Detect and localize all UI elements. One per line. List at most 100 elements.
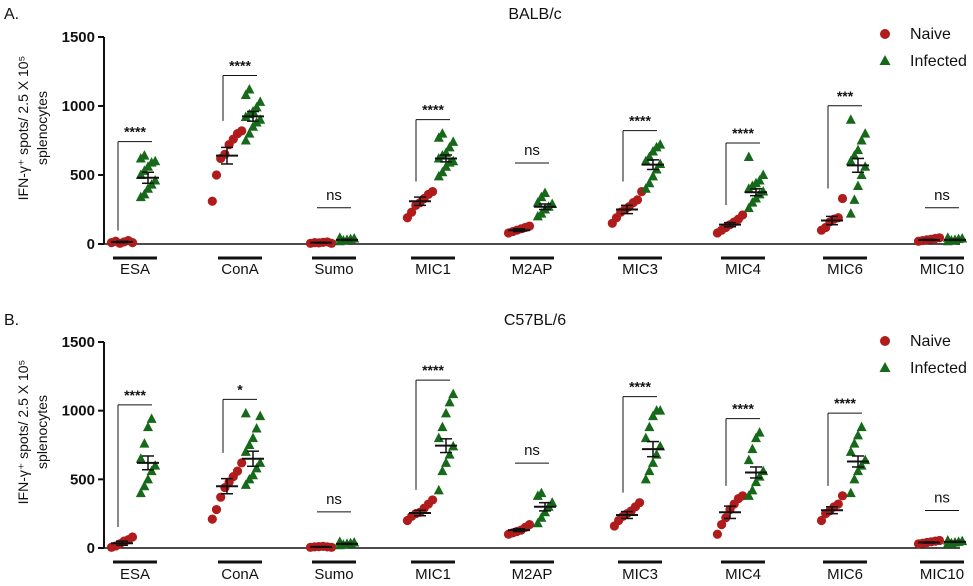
- category-label: MIC3: [622, 566, 658, 583]
- infected-point: [648, 410, 658, 421]
- legend-infected-label-b: Infected: [910, 360, 967, 377]
- significance-label: ****: [834, 395, 856, 411]
- infected-point: [251, 423, 262, 433]
- category-label: MIC6: [827, 566, 863, 583]
- y-tick-label: 500: [70, 471, 95, 488]
- significance-label: *: [237, 381, 243, 397]
- infected-point: [536, 487, 547, 498]
- infected-point: [540, 187, 550, 197]
- infected-point: [444, 449, 455, 459]
- infected-point: [139, 438, 150, 448]
- category-label: Sumo: [314, 261, 353, 278]
- infected-point: [448, 155, 459, 166]
- significance-label: ****: [732, 401, 754, 417]
- naive-point: [211, 504, 222, 515]
- significance-label: ns: [524, 142, 540, 159]
- naive-point: [207, 196, 217, 206]
- significance-label: ns: [326, 491, 342, 508]
- infected-point: [244, 83, 255, 94]
- naive-point: [632, 195, 643, 205]
- infected-point: [255, 457, 266, 467]
- category-label: ESA: [120, 261, 150, 278]
- y-tick-label: 1500: [62, 334, 95, 351]
- naive-point: [712, 529, 723, 539]
- infected-point: [240, 479, 251, 489]
- category-label: ESA: [120, 566, 150, 583]
- infected-point: [240, 446, 251, 456]
- significance-label: ****: [124, 124, 146, 140]
- category-label: MIC1: [415, 261, 451, 278]
- infected-point: [856, 169, 867, 179]
- infected-point: [433, 432, 444, 443]
- category-label: MIC4: [725, 566, 761, 583]
- naive-point: [232, 466, 243, 476]
- naive-point: [220, 149, 230, 159]
- y-axis-label-a-line1: IFN-γ⁺ spots/ 2.5 X 10⁵: [15, 56, 31, 201]
- infected-point: [849, 194, 860, 204]
- infected-point: [853, 144, 863, 155]
- naive-point: [635, 498, 645, 508]
- naive-point: [738, 210, 748, 220]
- infected-point: [248, 432, 258, 443]
- infected-point: [655, 405, 666, 415]
- y-axis-label-b-line2: splenocytes: [34, 395, 50, 469]
- category-label: MIC1: [415, 566, 451, 583]
- naive-point: [934, 535, 945, 546]
- category-label: M2AP: [512, 566, 553, 583]
- infected-point: [860, 128, 871, 138]
- infected-point: [743, 454, 754, 465]
- legend-naive-marker-a: [880, 29, 890, 39]
- panel-title-b: C57BL/6: [504, 312, 566, 329]
- infected-point: [441, 407, 451, 418]
- infected-point: [150, 155, 161, 166]
- legend-infected-marker-a: [879, 55, 891, 65]
- y-tick-label: 0: [87, 236, 95, 253]
- category-label: MIC3: [622, 261, 658, 278]
- infected-point: [849, 473, 860, 484]
- infected-point: [444, 396, 455, 407]
- significance-label: ns: [934, 489, 950, 506]
- infected-point: [743, 490, 754, 500]
- infected-point: [139, 188, 150, 199]
- significance-label: ns: [934, 187, 950, 204]
- y-tick-label: 1500: [62, 29, 95, 46]
- panel-a: 0 500 1000 1500 ESA **** ConA **** Sumo ns MIC1 ***…: [62, 29, 968, 278]
- infected-point: [754, 175, 765, 185]
- infected-point: [853, 429, 863, 440]
- infected-point: [244, 439, 255, 449]
- infected-point: [532, 517, 543, 528]
- naive-point: [524, 520, 535, 530]
- infected-point: [150, 175, 161, 185]
- significance-label: ****: [422, 362, 444, 378]
- infected-point: [135, 487, 146, 498]
- infected-point: [146, 413, 157, 423]
- y-axis-label-b-line1: IFN-γ⁺ spots/ 2.5 X 10⁵: [15, 360, 31, 505]
- y-axis-label-a-line2: splenocytes: [34, 91, 50, 165]
- significance-label: ****: [124, 387, 146, 403]
- infected-point: [845, 487, 856, 498]
- infected-point: [139, 480, 150, 491]
- naive-point: [237, 126, 247, 136]
- significance-label: ****: [732, 125, 754, 141]
- infected-point: [240, 135, 251, 145]
- infected-point: [437, 166, 448, 177]
- infected-point: [143, 473, 153, 484]
- infected-point: [648, 170, 658, 181]
- legend-naive-marker-b: [880, 336, 890, 346]
- naive-point: [837, 491, 848, 501]
- legend-b: Naive Infected: [879, 333, 967, 377]
- infected-point: [644, 151, 655, 162]
- infected-point: [437, 421, 448, 432]
- infected-point: [845, 114, 856, 124]
- significance-label: ns: [326, 187, 342, 204]
- naive-point: [717, 520, 727, 530]
- naive-point: [216, 492, 226, 502]
- panel-label-b: B.: [4, 312, 19, 329]
- infected-point: [448, 136, 459, 146]
- naive-point: [816, 515, 827, 526]
- infected-point: [547, 497, 558, 507]
- significance-label: ****: [422, 102, 444, 118]
- infected-point: [139, 150, 150, 160]
- category-label: MIC10: [920, 261, 964, 278]
- infected-point: [240, 407, 251, 418]
